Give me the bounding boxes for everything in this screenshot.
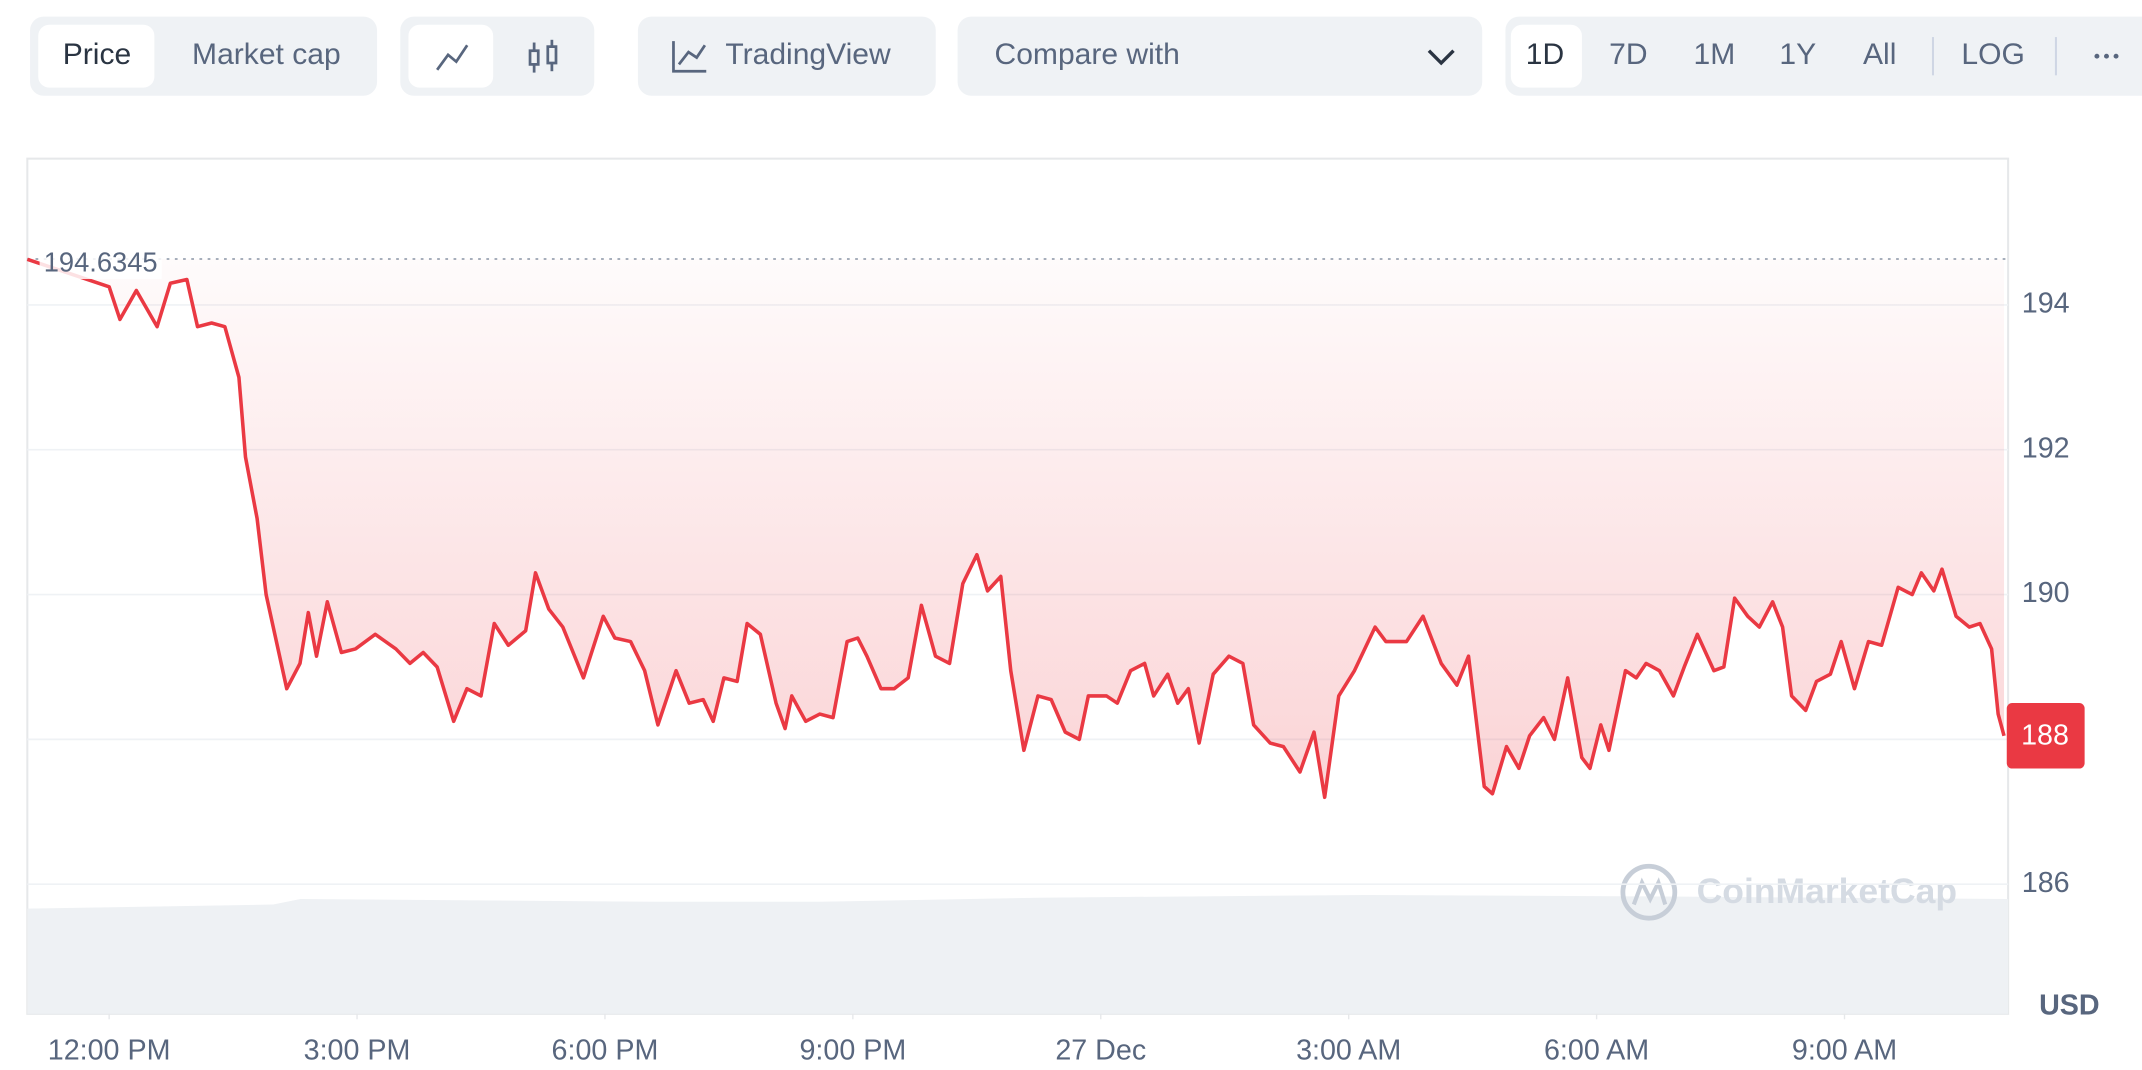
active-range-pill	[1510, 24, 1582, 88]
range-button[interactable]: 7D	[1609, 38, 1647, 71]
price-tab[interactable]: Price	[63, 38, 131, 71]
volume-band	[27, 894, 2009, 1014]
range-button[interactable]: 1Y	[1779, 38, 1816, 71]
y-tick-label: 190	[2022, 577, 2070, 609]
chevron	[1427, 49, 1455, 66]
x-tick-label: 9:00 AM	[1792, 1035, 1897, 1067]
tv-icon-line	[677, 44, 707, 66]
range-button[interactable]: 1M	[1694, 38, 1736, 71]
area-fill	[27, 258, 2005, 798]
range-button[interactable]: LOG	[1961, 38, 2024, 71]
x-tick-label: 6:00 AM	[1544, 1035, 1649, 1067]
y-tick-label: 186	[2022, 867, 2070, 899]
y-tick-label: 192	[2022, 432, 2070, 464]
market-cap-tab[interactable]: Market cap	[192, 38, 341, 71]
more-button[interactable]	[2094, 53, 2119, 59]
x-tick-label: 3:00 PM	[304, 1035, 411, 1067]
last-price-badge	[2006, 702, 2085, 769]
x-tick-label: 12:00 PM	[48, 1035, 171, 1067]
watermark-text: CoinMarketCap	[1697, 871, 1957, 911]
compare-label: Compare with	[994, 38, 1179, 71]
x-tick-label: 3:00 AM	[1296, 1035, 1401, 1067]
active-pill	[38, 24, 155, 88]
price-line	[26, 257, 2006, 800]
reference-label: 194.6345	[44, 247, 158, 278]
tradingview-label: TradingView	[725, 38, 891, 71]
tradingview-button[interactable]	[637, 16, 936, 96]
line-icon	[436, 44, 469, 71]
range-button[interactable]: All	[1863, 38, 1896, 71]
range-toggle	[1505, 16, 2142, 96]
x-tick-label: 9:00 PM	[799, 1035, 906, 1067]
watermark: CoinMarketCap	[1620, 863, 1957, 921]
reference-label-bg	[39, 245, 162, 280]
x-tick-label: 6:00 PM	[552, 1035, 659, 1067]
unit-label: USD	[2039, 990, 2100, 1022]
range-button[interactable]: 1D	[1526, 38, 1564, 71]
y-tick-label: 194	[2022, 287, 2070, 319]
last-price-label: 188	[2021, 720, 2069, 752]
compare-dropdown[interactable]	[957, 16, 1483, 96]
tv-icon	[672, 41, 707, 73]
candle-icon[interactable]	[528, 39, 558, 73]
x-tick-label: 27 Dec	[1055, 1035, 1146, 1067]
